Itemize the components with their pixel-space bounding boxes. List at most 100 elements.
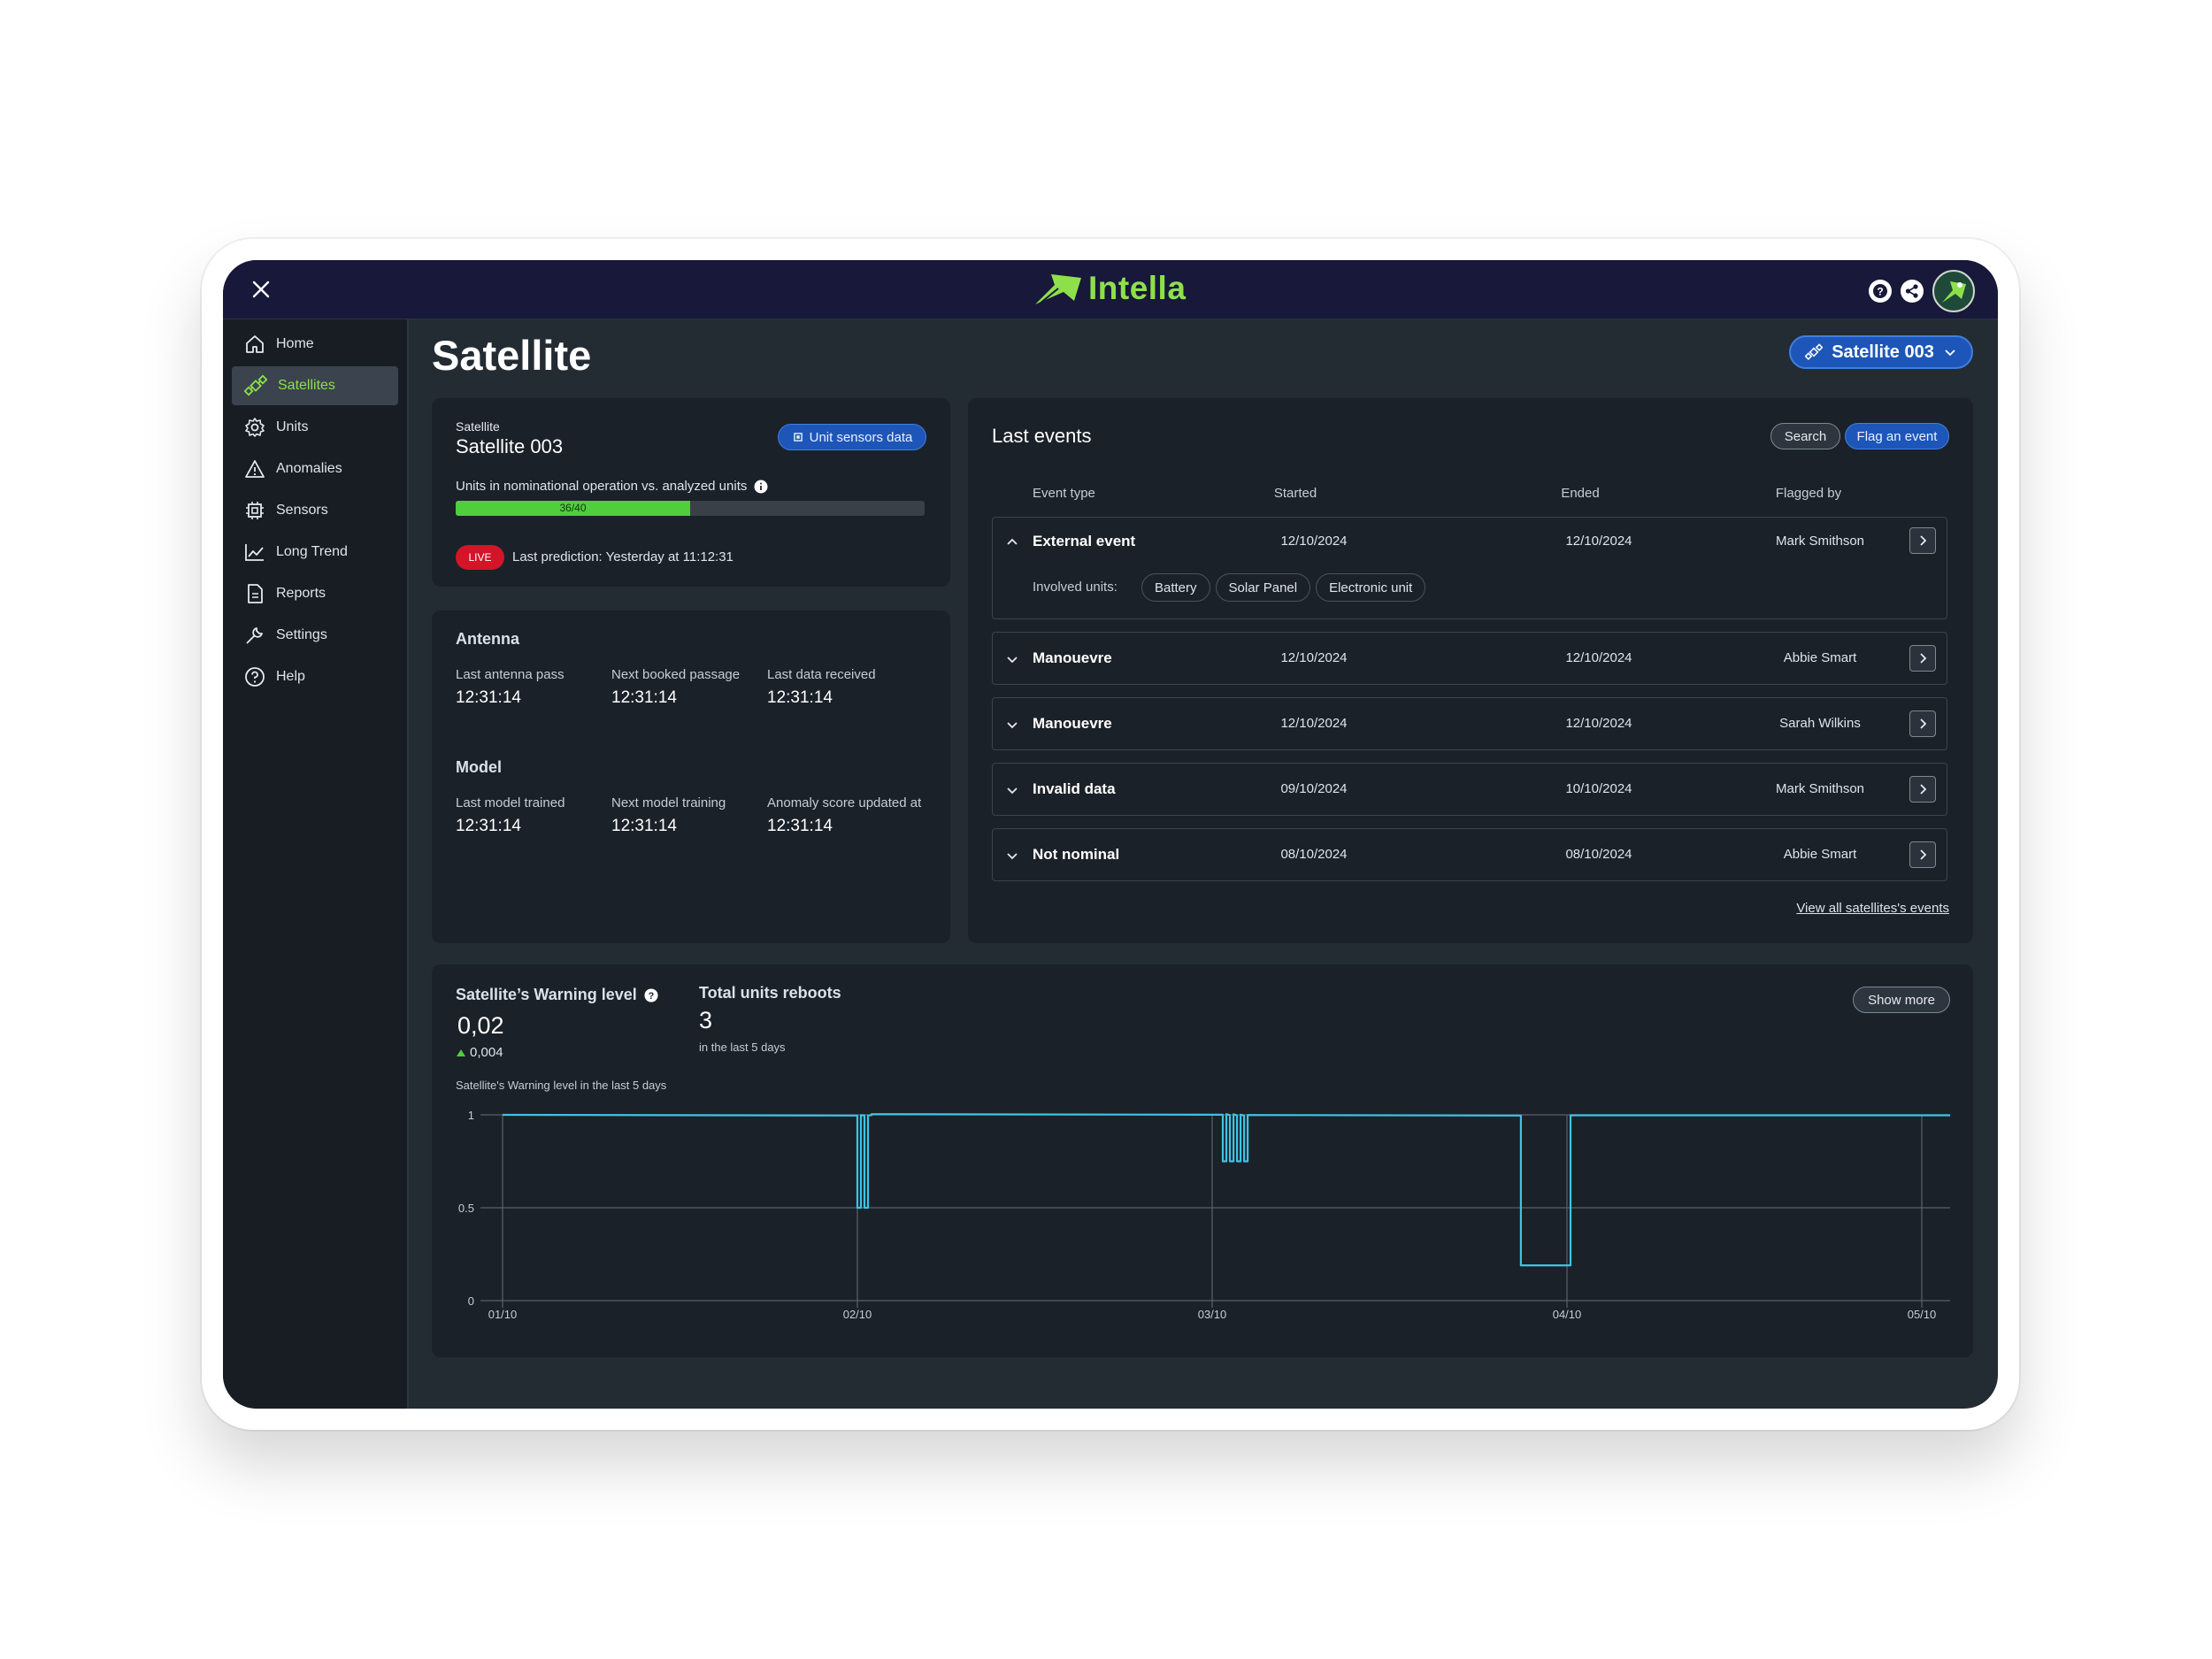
last-model-trained-value: 12:31:14 <box>456 817 521 835</box>
warning-icon <box>245 460 265 478</box>
last-antenna-pass-value: 12:31:14 <box>456 688 521 707</box>
event-row[interactable]: Not nominal 08/10/2024 08/10/2024 Abbie … <box>992 828 1947 881</box>
chevron-down-icon[interactable] <box>1005 849 1019 863</box>
chevron-down-icon[interactable] <box>1005 783 1019 797</box>
event-ended: 12/10/2024 <box>1565 650 1632 665</box>
involved-units: Battery Solar Panel Electronic unit <box>1141 573 1426 602</box>
anomaly-score-updated-value: 12:31:14 <box>767 817 833 835</box>
open-event-button[interactable] <box>1909 710 1936 737</box>
event-started: 12/10/2024 <box>1280 650 1348 665</box>
sidebar-item-units[interactable]: Units <box>232 408 398 447</box>
sidebar-item-label: Satellites <box>278 378 335 393</box>
antenna-model-card: Antenna Last antenna pass 12:31:14 Next … <box>432 611 950 943</box>
next-booked-passage-label: Next booked passage <box>611 667 741 682</box>
reboots-value: 3 <box>699 1007 713 1033</box>
warning-delta: 0,004 <box>456 1045 503 1060</box>
event-ended: 10/10/2024 <box>1565 781 1632 796</box>
app-name: Intella <box>1088 270 1187 306</box>
warning-level-chart: 0 0.5 1 01/10 02/10 03/10 04/10 05/10 <box>458 1109 1951 1321</box>
search-button[interactable]: Search <box>1770 423 1840 449</box>
sidebar-item-label: Sensors <box>276 503 328 518</box>
unit-chip[interactable]: Electronic unit <box>1316 573 1426 602</box>
satellite-icon <box>1805 343 1824 360</box>
avatar[interactable] <box>1932 270 1975 312</box>
warning-level-card: Satellite’s Warning level ? 0,02 0,004 T… <box>432 964 1973 1357</box>
x-tick-label: 05/10 <box>1908 1308 1937 1321</box>
help-icon[interactable]: ? <box>1869 280 1892 303</box>
chevron-right-icon <box>1920 535 1927 546</box>
event-row[interactable]: Manouevre 12/10/2024 12/10/2024 Abbie Sm… <box>992 632 1947 685</box>
last-data-received-value: 12:31:14 <box>767 688 833 707</box>
sidebar-item-sensors[interactable]: Sensors <box>232 491 398 530</box>
satellite-card: Satellite Satellite 003 Unit sensors dat… <box>432 398 950 587</box>
sidebar-item-anomalies[interactable]: Anomalies <box>232 449 398 488</box>
open-event-button[interactable] <box>1909 776 1936 803</box>
show-more-button[interactable]: Show more <box>1853 987 1950 1013</box>
satellite-label: Satellite <box>456 419 500 434</box>
event-type: Invalid data <box>1033 780 1116 797</box>
y-tick-label: 0.5 <box>458 1202 474 1215</box>
event-row[interactable]: External event 12/10/2024 12/10/2024 Mar… <box>992 517 1947 619</box>
chip-icon <box>246 502 264 519</box>
sidebar-item-label: Long Trend <box>276 544 348 559</box>
open-event-button[interactable] <box>1909 645 1936 672</box>
logo-mark-icon <box>1035 274 1081 305</box>
sidebar-item-long-trend[interactable]: Long Trend <box>232 533 398 572</box>
chip-icon <box>793 433 803 442</box>
x-tick-label: 02/10 <box>843 1308 872 1321</box>
nominal-progress-bar: 36/40 <box>456 501 925 516</box>
open-event-button[interactable] <box>1909 841 1936 868</box>
unit-chip[interactable]: Solar Panel <box>1215 573 1311 602</box>
chevron-up-icon[interactable] <box>1005 535 1019 549</box>
last-prediction: Last prediction: Yesterday at 11:12:31 <box>512 549 733 565</box>
event-type: Manouevre <box>1033 649 1112 666</box>
trend-icon <box>245 544 264 561</box>
satellite-selector[interactable]: Satellite 003 <box>1789 335 1973 369</box>
col-ended: Ended <box>1561 486 1600 501</box>
svg-text:?: ? <box>1877 286 1883 298</box>
sidebar-item-label: Help <box>276 669 305 684</box>
event-ended: 08/10/2024 <box>1565 847 1632 862</box>
event-flagged-by: Abbie Smart <box>1783 650 1857 665</box>
chevron-down-icon <box>1945 349 1955 357</box>
unit-sensors-data-button[interactable]: Unit sensors data <box>778 424 926 450</box>
x-tick-label: 03/10 <box>1198 1308 1227 1321</box>
sidebar-item-home[interactable]: Home <box>232 325 398 364</box>
flag-event-button[interactable]: Flag an event <box>1845 423 1949 449</box>
satellite-selector-value: Satellite 003 <box>1832 342 1934 362</box>
chevron-right-icon <box>1920 784 1927 795</box>
sidebar-item-help[interactable]: Help <box>232 657 398 696</box>
unit-chip[interactable]: Battery <box>1141 573 1210 602</box>
sidebar-item-settings[interactable]: Settings <box>232 616 398 655</box>
reboots-title: Total units reboots <box>699 984 841 1002</box>
close-icon[interactable] <box>250 278 273 301</box>
event-started: 12/10/2024 <box>1280 716 1348 731</box>
top-actions: ? <box>1869 270 1975 312</box>
y-tick-label: 1 <box>468 1109 474 1122</box>
events-title: Last events <box>992 425 1092 447</box>
chart-caption: Satellite's Warning level in the last 5 … <box>456 1079 667 1092</box>
event-row[interactable]: Manouevre 12/10/2024 12/10/2024 Sarah Wi… <box>992 697 1947 750</box>
info-icon[interactable] <box>754 480 768 494</box>
warning-title: Satellite’s Warning level <box>456 986 637 1003</box>
view-all-events-link[interactable]: View all satellites's events <box>1796 901 1949 916</box>
share-icon[interactable] <box>1901 280 1924 303</box>
sidebar-item-label: Units <box>276 419 309 434</box>
sidebar-item-reports[interactable]: Reports <box>232 574 398 613</box>
nominal-row: Units in nominational operation vs. anal… <box>456 479 768 494</box>
sidebar-item-label: Reports <box>276 586 326 601</box>
event-type: Manouevre <box>1033 715 1112 732</box>
x-tick-label: 01/10 <box>488 1308 518 1321</box>
sidebar-item-label: Home <box>276 336 314 351</box>
event-started: 12/10/2024 <box>1280 534 1348 549</box>
event-flagged-by: Abbie Smart <box>1783 847 1857 862</box>
app-window: Intella ? Home Satellites Units <box>223 260 1998 1409</box>
sidebar-item-satellites[interactable]: Satellites <box>232 366 398 405</box>
sidebar: Home Satellites Units Anomalies Sensors … <box>223 319 409 1409</box>
chevron-down-icon[interactable] <box>1005 652 1019 666</box>
chevron-down-icon[interactable] <box>1005 718 1019 732</box>
help-icon[interactable]: ? <box>644 987 658 1002</box>
help-icon <box>245 667 265 687</box>
event-row[interactable]: Invalid data 09/10/2024 10/10/2024 Mark … <box>992 763 1947 816</box>
open-event-button[interactable] <box>1909 527 1936 554</box>
